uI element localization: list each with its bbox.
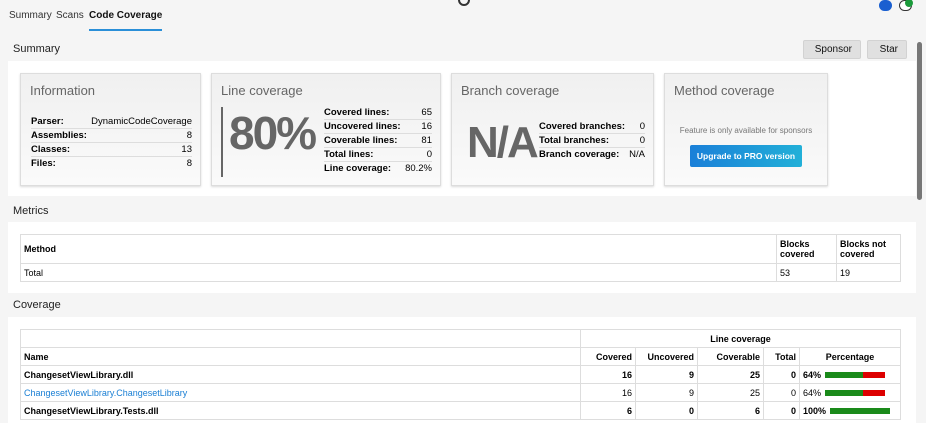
col-coverable[interactable]: Coverable [697, 347, 764, 366]
cell-uncovered: 9 [635, 383, 698, 402]
scrollbar[interactable] [917, 42, 922, 200]
line-row: Covered lines: 65 [324, 107, 432, 120]
cell-percentage: 64% [803, 387, 822, 398]
col-name[interactable]: Name [20, 347, 581, 366]
star-button[interactable]: Star [867, 40, 907, 59]
cell-total: 0 [763, 401, 800, 420]
table-row: ChangesetViewLibrary.ChangesetLibrary 16 9… [20, 383, 901, 402]
col-uncovered[interactable]: Uncovered [635, 347, 698, 366]
method-coverage-card: Method coverage Feature is only availabl… [664, 73, 828, 186]
coverage-table: Line coverage Name Covered Uncovered Cov… [20, 329, 901, 420]
card-title: Line coverage [221, 83, 303, 98]
information-card: Information Parser: DynamicCodeCoverage A… [20, 73, 201, 186]
resize-handle-icon[interactable] [458, 0, 470, 6]
cell-coverable: 25 [697, 365, 764, 384]
cell-uncovered: 0 [635, 401, 698, 420]
info-row: Classes: 13 [31, 144, 192, 157]
cell-coverable: 6 [697, 401, 764, 420]
add-comment-icon[interactable] [899, 0, 913, 11]
line-row: Line coverage: 80.2% [324, 163, 432, 174]
tab-scans[interactable]: Scans [56, 10, 84, 21]
card-title: Method coverage [674, 83, 775, 98]
coverage-heading: Coverage [13, 299, 61, 311]
table-row: ChangesetViewLibrary.Tests.dll 6 0 6 0 100% [20, 401, 901, 420]
coverage-bar [825, 372, 886, 379]
info-row: Parser: DynamicCodeCoverage [31, 116, 192, 129]
tab-summary[interactable]: Summary [9, 10, 52, 21]
summary-heading: Summary [13, 43, 61, 55]
col-covered[interactable]: Covered [580, 347, 636, 366]
cell-covered: 6 [580, 401, 636, 420]
coverage-bar [825, 390, 886, 397]
cell-total: 0 [763, 365, 800, 384]
cell-covered: 16 [580, 383, 636, 402]
cell-uncovered: 9 [635, 365, 698, 384]
metrics-heading: Metrics [13, 205, 49, 217]
chat-bubble-icon[interactable] [879, 0, 892, 11]
branch-row: Total branches: 0 [539, 135, 645, 148]
card-title: Branch coverage [461, 83, 560, 98]
branch-row: Branch coverage: N/A [539, 149, 645, 160]
upgrade-pro-button[interactable]: Upgrade to PRO version [690, 145, 802, 167]
col-method[interactable]: Method [20, 234, 777, 264]
assembly-class-link[interactable]: ChangesetViewLibrary.ChangesetLibrary [24, 387, 188, 398]
assembly-name: ChangesetViewLibrary.dll [24, 369, 134, 380]
col-blocks-not-covered[interactable]: Blocks not covered [836, 234, 901, 264]
line-row: Coverable lines: 81 [324, 135, 432, 148]
metrics-table: Method Blocks covered Blocks not covered T… [20, 234, 901, 282]
branch-row: Covered branches: 0 [539, 121, 645, 134]
line-row: Uncovered lines: 16 [324, 121, 432, 134]
sponsor-note: Feature is only available for sponsors [679, 126, 813, 135]
cell-total: 0 [763, 383, 800, 402]
table-row: ChangesetViewLibrary.dll 16 9 25 0 64% [20, 365, 901, 384]
branch-coverage-card: Branch coverage N/A Covered branches: 0 T… [451, 73, 654, 186]
col-percentage[interactable]: Percentage [799, 347, 901, 366]
card-title: Information [30, 83, 96, 98]
coverage-bar [830, 408, 891, 415]
branch-coverage-value: N/A [467, 118, 539, 167]
line-coverage-percent: 80% [229, 107, 317, 159]
line-coverage-group-header: Line coverage [580, 329, 901, 348]
sponsor-button[interactable]: Sponsor [803, 40, 861, 59]
line-coverage-card: Line coverage 80% Covered lines: 65 Uncov… [211, 73, 441, 186]
cell-covered: 16 [580, 365, 636, 384]
info-row: Assemblies: 8 [31, 130, 192, 143]
col-total[interactable]: Total [763, 347, 800, 366]
col-blocks-covered[interactable]: Blocks covered [776, 234, 837, 264]
assembly-name: ChangesetViewLibrary.Tests.dll [24, 405, 159, 416]
cell-coverable: 25 [697, 383, 764, 402]
cell-percentage: 64% [803, 369, 822, 380]
table-row: Total 53 19 [20, 263, 901, 282]
cell-percentage: 100% [803, 405, 827, 416]
line-row: Total lines: 0 [324, 149, 432, 162]
info-row: Files: 8 [31, 158, 192, 169]
tab-code-coverage[interactable]: Code Coverage [89, 10, 163, 31]
